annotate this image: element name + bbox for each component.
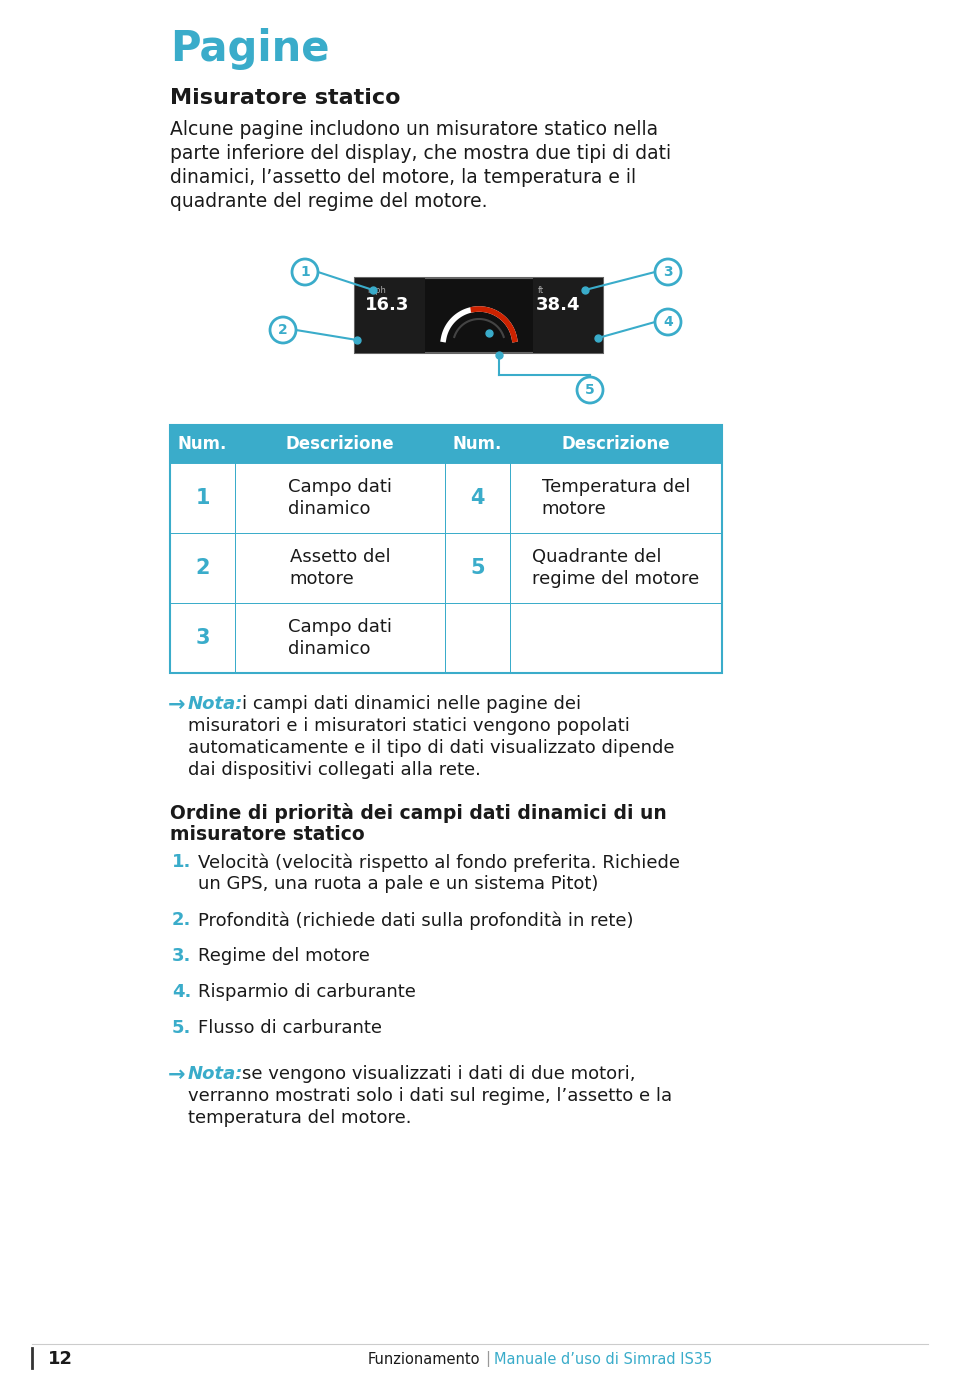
Text: Pagine: Pagine bbox=[170, 28, 329, 70]
Text: Funzionamento: Funzionamento bbox=[368, 1352, 480, 1367]
Text: Misuratore statico: Misuratore statico bbox=[170, 88, 400, 109]
FancyBboxPatch shape bbox=[355, 278, 603, 353]
Text: 12: 12 bbox=[48, 1350, 73, 1368]
Text: Descrizione: Descrizione bbox=[562, 434, 670, 452]
Bar bbox=[510, 534, 722, 604]
Text: se vengono visualizzati i dati di due motori,: se vengono visualizzati i dati di due mo… bbox=[242, 1066, 636, 1084]
Text: dinamici, l’assetto del motore, la temperatura e il: dinamici, l’assetto del motore, la tempe… bbox=[170, 168, 636, 187]
Circle shape bbox=[655, 309, 681, 336]
Text: temperatura del motore.: temperatura del motore. bbox=[188, 1110, 412, 1127]
Bar bbox=[170, 425, 235, 463]
Text: verranno mostrati solo i dati sul regime, l’assetto e la: verranno mostrati solo i dati sul regime… bbox=[188, 1088, 672, 1106]
Circle shape bbox=[292, 258, 318, 285]
Circle shape bbox=[655, 258, 681, 285]
Text: →: → bbox=[168, 694, 185, 715]
Text: 5: 5 bbox=[470, 558, 485, 577]
Bar bbox=[510, 463, 722, 534]
Text: ft: ft bbox=[538, 286, 544, 296]
Text: 2: 2 bbox=[278, 323, 288, 337]
Text: Num.: Num. bbox=[453, 434, 502, 452]
Text: Assetto del
motore: Assetto del motore bbox=[290, 547, 391, 588]
Bar bbox=[510, 425, 722, 463]
Text: misuratore statico: misuratore statico bbox=[170, 825, 365, 844]
Text: Manuale d’uso di Simrad IS35: Manuale d’uso di Simrad IS35 bbox=[494, 1352, 712, 1367]
Bar bbox=[355, 278, 425, 353]
Text: Num.: Num. bbox=[178, 434, 228, 452]
Text: parte inferiore del display, che mostra due tipi di dati: parte inferiore del display, che mostra … bbox=[170, 144, 671, 164]
Bar bbox=[170, 425, 722, 672]
Bar bbox=[533, 278, 603, 353]
Text: Alcune pagine includono un misuratore statico nella: Alcune pagine includono un misuratore st… bbox=[170, 120, 659, 139]
Text: 4: 4 bbox=[470, 488, 485, 507]
Bar bbox=[235, 425, 445, 463]
Bar bbox=[170, 463, 235, 534]
Text: i campi dati dinamici nelle pagine dei: i campi dati dinamici nelle pagine dei bbox=[242, 694, 581, 714]
Bar bbox=[235, 604, 445, 672]
Text: Nota:: Nota: bbox=[188, 1066, 244, 1084]
Bar bbox=[445, 463, 510, 534]
Text: Quadrante del
regime del motore: Quadrante del regime del motore bbox=[533, 547, 700, 588]
Text: 38.4: 38.4 bbox=[536, 296, 581, 314]
Text: 16.3: 16.3 bbox=[365, 296, 409, 314]
Text: Flusso di carburante: Flusso di carburante bbox=[198, 1019, 382, 1037]
Text: 1.: 1. bbox=[172, 852, 191, 870]
Text: 1: 1 bbox=[195, 488, 209, 507]
Bar bbox=[445, 425, 510, 463]
Bar bbox=[170, 604, 235, 672]
Text: 2: 2 bbox=[195, 558, 209, 577]
Bar bbox=[235, 534, 445, 604]
Text: 3: 3 bbox=[195, 628, 209, 648]
Text: |: | bbox=[485, 1352, 490, 1367]
Bar bbox=[235, 463, 445, 534]
Bar bbox=[445, 604, 510, 672]
Text: Campo dati
dinamico: Campo dati dinamico bbox=[288, 477, 392, 518]
Text: 1: 1 bbox=[300, 265, 310, 279]
Text: →: → bbox=[168, 1066, 185, 1085]
Circle shape bbox=[270, 318, 296, 342]
Text: 2.: 2. bbox=[172, 912, 191, 930]
Text: 4.: 4. bbox=[172, 983, 191, 1001]
Text: Ordine di priorità dei campi dati dinamici di un: Ordine di priorità dei campi dati dinami… bbox=[170, 803, 667, 824]
Text: Profondità (richiede dati sulla profondità in rete): Profondità (richiede dati sulla profondi… bbox=[198, 912, 634, 930]
Circle shape bbox=[577, 377, 603, 403]
Text: 3.: 3. bbox=[172, 947, 191, 965]
Text: dai dispositivi collegati alla rete.: dai dispositivi collegati alla rete. bbox=[188, 760, 481, 780]
Text: Nota:: Nota: bbox=[188, 694, 244, 714]
Text: Velocità (velocità rispetto al fondo preferita. Richiede: Velocità (velocità rispetto al fondo pre… bbox=[198, 852, 680, 872]
Text: quadrante del regime del motore.: quadrante del regime del motore. bbox=[170, 193, 488, 210]
Text: 5.: 5. bbox=[172, 1019, 191, 1037]
Text: 4: 4 bbox=[663, 315, 673, 329]
Text: automaticamente e il tipo di dati visualizzato dipende: automaticamente e il tipo di dati visual… bbox=[188, 738, 675, 758]
Text: Temperatura del
motore: Temperatura del motore bbox=[541, 477, 690, 518]
Text: Regime del motore: Regime del motore bbox=[198, 947, 370, 965]
Bar bbox=[170, 534, 235, 604]
Text: 5: 5 bbox=[586, 384, 595, 397]
Text: Risparmio di carburante: Risparmio di carburante bbox=[198, 983, 416, 1001]
Text: Campo dati
dinamico: Campo dati dinamico bbox=[288, 617, 392, 659]
Bar bbox=[445, 534, 510, 604]
Text: 3: 3 bbox=[663, 265, 673, 279]
Text: mph: mph bbox=[367, 286, 386, 296]
Bar bbox=[510, 604, 722, 672]
Text: un GPS, una ruota a pale e un sistema Pitot): un GPS, una ruota a pale e un sistema Pi… bbox=[198, 874, 598, 892]
Text: misuratori e i misuratori statici vengono popolati: misuratori e i misuratori statici vengon… bbox=[188, 716, 630, 736]
Text: Descrizione: Descrizione bbox=[286, 434, 395, 452]
